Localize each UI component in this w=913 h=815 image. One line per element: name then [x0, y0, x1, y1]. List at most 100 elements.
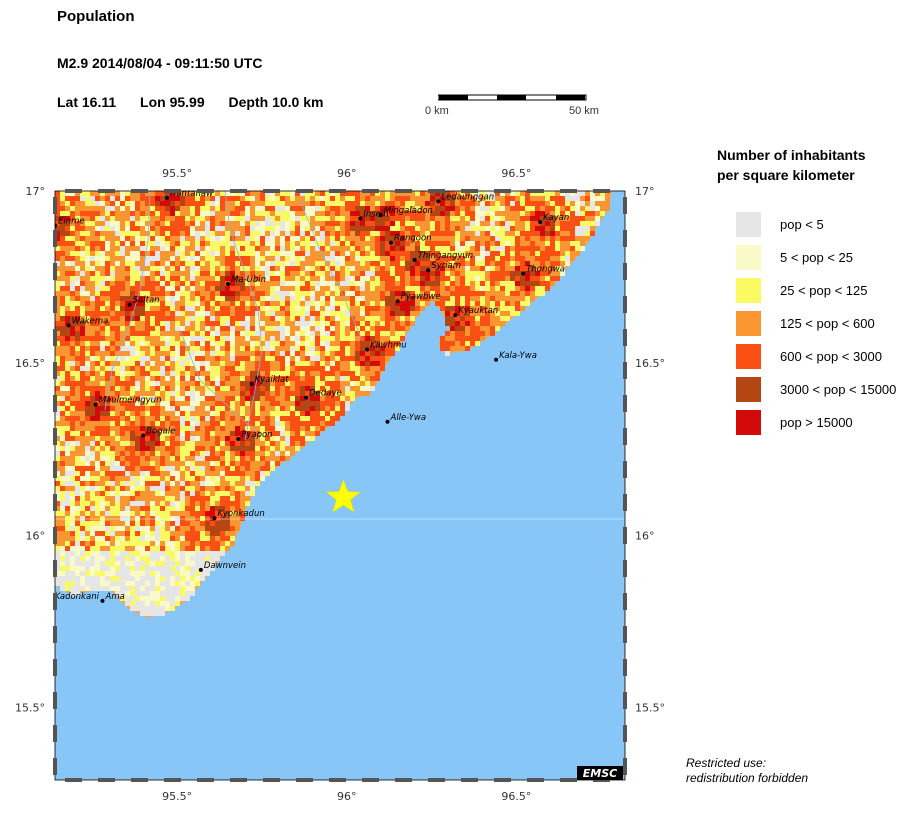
- town-dot: [67, 323, 71, 327]
- legend-label: 600 < pop < 3000: [780, 349, 882, 364]
- town-dot: [521, 272, 525, 276]
- town-marker: Maulmeingyun: [94, 396, 162, 407]
- usage-notice-line2: redistribution forbidden: [686, 771, 808, 786]
- latitude-tick-label: 16°: [26, 529, 46, 542]
- town-dot: [389, 241, 393, 245]
- town-label: Bogale: [146, 427, 175, 437]
- town-label: Kayan: [543, 213, 569, 223]
- usage-notice: Restricted use: redistribution forbidden: [686, 756, 808, 786]
- town-label: Thongwa: [526, 265, 565, 275]
- town-label: Dedaye: [309, 389, 342, 399]
- legend-swatch: [736, 212, 761, 237]
- town-label: Pyawbwe: [401, 292, 441, 302]
- town-dot: [250, 382, 254, 386]
- town-dot: [226, 282, 230, 286]
- town-marker: Ledaunggan: [436, 192, 494, 203]
- longitude-tick-label: 96°: [337, 790, 357, 803]
- legend-swatch: [736, 278, 761, 303]
- legend-swatch: [736, 410, 761, 435]
- town-label: Einme: [58, 216, 85, 226]
- legend-label: pop < 5: [780, 217, 824, 232]
- town-marker: Bogale: [141, 427, 175, 438]
- legend-title: Number of inhabitants per square kilomet…: [717, 145, 866, 185]
- legend-item: 600 < pop < 3000: [736, 344, 906, 370]
- town-dot: [379, 213, 383, 217]
- town-label: Pyapon: [241, 430, 272, 440]
- town-marker: Ma-Ubin: [226, 275, 266, 286]
- legend-title-line2: per square kilometer: [717, 165, 866, 185]
- town-label: Kyauktan: [458, 306, 498, 316]
- town-dot: [236, 437, 240, 441]
- town-dot: [426, 268, 430, 272]
- town-dot: [212, 516, 216, 520]
- emsc-watermark: EMSC: [583, 767, 617, 780]
- town-label: Kadonkani: [55, 592, 100, 602]
- legend-label: 25 < pop < 125: [780, 283, 867, 298]
- longitude-tick-label: 96.5°: [501, 167, 531, 180]
- longitude-tick-label: 95.5°: [162, 790, 192, 803]
- map-title: Population: [57, 8, 135, 25]
- latitude-tick-label: 15.5°: [15, 702, 45, 715]
- legend-item: 25 < pop < 125: [736, 278, 906, 304]
- town-dot: [453, 313, 457, 317]
- town-dot: [165, 196, 169, 200]
- town-marker: Kawhmu: [365, 340, 407, 351]
- town-dot: [128, 303, 132, 307]
- town-dot: [94, 403, 98, 407]
- longitude-tick-label: 95.5°: [162, 167, 192, 180]
- town-marker: Rangoon: [389, 234, 432, 245]
- latitude-value: Lat 16.11: [57, 94, 116, 110]
- town-dot: [304, 396, 308, 400]
- legend-title-line1: Number of inhabitants: [717, 145, 866, 165]
- legend-label: 3000 < pop < 15000: [780, 382, 896, 397]
- town-dot: [358, 217, 362, 221]
- scale-left-label: 0 km: [425, 105, 449, 117]
- town-dot: [141, 434, 145, 438]
- town-dot: [538, 220, 542, 224]
- town-marker: Kayan: [538, 213, 569, 224]
- town-marker: Dawnvein: [199, 561, 246, 572]
- legend-item: 5 < pop < 25: [736, 245, 906, 271]
- longitude-value: Lon 95.99: [140, 94, 205, 110]
- town-label: Ama: [105, 592, 125, 602]
- legend-swatch: [736, 311, 761, 336]
- town-label: Alle-Ywa: [390, 413, 427, 423]
- town-marker: Thongwa: [521, 265, 565, 276]
- town-label: Rangoon: [394, 234, 432, 244]
- town-label: Dawnvein: [204, 561, 246, 571]
- scale-right-label: 50 km: [569, 105, 599, 117]
- depth-value: Depth 10.0 km: [229, 94, 324, 110]
- town-marker: Alle-Ywa: [386, 413, 427, 424]
- town-label: Thingangyun: [418, 251, 474, 261]
- town-marker: Wakema: [67, 316, 109, 327]
- town-dot: [494, 358, 498, 362]
- town-label: Ledaunggan: [441, 192, 494, 202]
- legend-label: 125 < pop < 600: [780, 316, 875, 331]
- town-dot: [199, 568, 203, 572]
- town-dot: [101, 599, 105, 603]
- town-dot: [396, 299, 400, 303]
- town-dot: [413, 258, 417, 262]
- town-marker: Kyonkadun: [212, 509, 264, 520]
- legend-swatch: [736, 377, 761, 402]
- town-marker: Kala-Ywa: [494, 351, 537, 362]
- town-dot: [365, 347, 369, 351]
- legend-item: pop > 15000: [736, 410, 906, 436]
- latitude-tick-label: 15.5°: [635, 702, 665, 715]
- town-marker: Pyawbwe: [396, 292, 441, 303]
- latitude-tick-label: 16°: [635, 529, 655, 542]
- latitude-tick-label: 16.5°: [635, 357, 665, 370]
- town-marker: Syriam: [426, 261, 461, 272]
- town-marker: Mingaladon: [379, 206, 433, 217]
- town-label: Kawhmu: [370, 340, 407, 350]
- town-marker: Dedaye: [304, 389, 342, 400]
- longitude-tick-label: 96.5°: [501, 790, 531, 803]
- town-label: Ma-Ubin: [231, 275, 266, 285]
- town-label: Kala-Ywa: [499, 351, 537, 361]
- legend-label: pop > 15000: [780, 415, 853, 430]
- town-label: Kyaiklat: [255, 375, 289, 385]
- legend-item: 3000 < pop < 15000: [736, 377, 906, 403]
- emsc-logo: EMSC: [577, 766, 623, 780]
- legend-swatch: [736, 245, 761, 270]
